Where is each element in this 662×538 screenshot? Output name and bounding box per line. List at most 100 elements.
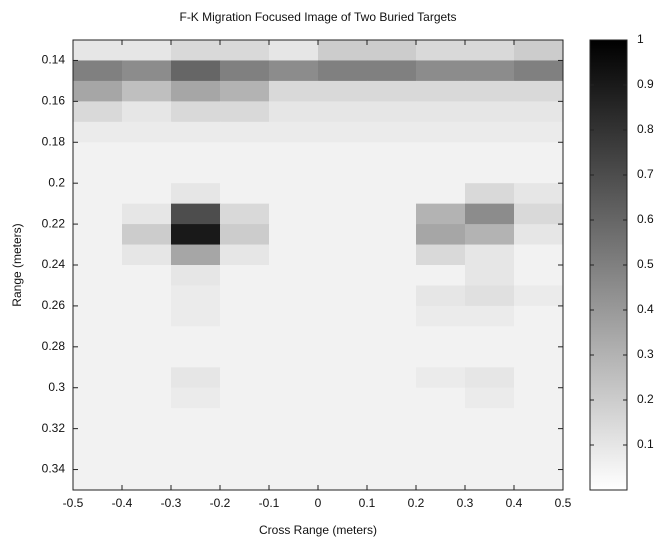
heat-cell [73, 326, 123, 348]
heat-cell [122, 408, 172, 430]
heat-cell [73, 244, 123, 266]
heat-cell [220, 142, 270, 164]
x-tick-label: 0.4 [506, 496, 523, 510]
heat-cell [416, 367, 466, 389]
heat-cell [269, 224, 319, 246]
heat-cell [514, 80, 564, 102]
heat-cell [367, 244, 417, 266]
heat-cell [367, 203, 417, 225]
heat-cell [171, 469, 221, 491]
heat-cell [465, 326, 515, 348]
heat-cell [269, 387, 319, 409]
y-tick-label: 0.3 [48, 380, 65, 394]
heat-cell [220, 408, 270, 430]
heat-cell [416, 121, 466, 143]
heat-cell [269, 265, 319, 286]
heat-cell [514, 224, 564, 246]
heat-cell [465, 224, 515, 246]
heat-cell [416, 326, 466, 348]
x-tick-label: 0.1 [359, 496, 376, 510]
heat-cell [465, 203, 515, 225]
heat-cell [269, 244, 319, 266]
heat-cell [220, 121, 270, 143]
heat-cell [122, 469, 172, 491]
heat-cell [367, 367, 417, 389]
x-tick-label: 0.2 [408, 496, 425, 510]
x-tick-label: -0.2 [210, 496, 231, 510]
heat-cell [171, 142, 221, 164]
heat-cell [416, 60, 466, 82]
heat-cell [416, 449, 466, 471]
heat-cell [122, 162, 172, 184]
heat-cell [73, 142, 123, 164]
heat-cell [318, 285, 368, 307]
heat-cell [514, 346, 564, 368]
heat-cell [122, 346, 172, 368]
x-tick-label: 0.3 [457, 496, 474, 510]
y-tick-label: 0.14 [42, 53, 66, 67]
heat-cell [220, 367, 270, 389]
heat-cell [269, 183, 319, 205]
colorbar-tick-label: 0.5 [637, 257, 654, 271]
colorbar-tick-label: 0.6 [637, 212, 654, 226]
heat-cell [367, 428, 417, 450]
heat-cell [416, 183, 466, 205]
heat-cell [318, 203, 368, 225]
heat-cell [171, 326, 221, 348]
heat-cell [269, 60, 319, 82]
y-tick-label: 0.18 [42, 134, 66, 148]
heat-cell [416, 203, 466, 225]
heat-cell [465, 408, 515, 430]
heat-cell [416, 244, 466, 266]
x-tick-label: -0.1 [259, 496, 280, 510]
heat-cell [171, 244, 221, 266]
heat-cell [122, 60, 172, 82]
heat-cell [220, 305, 270, 327]
colorbar-tick-label: 0.9 [637, 77, 654, 91]
heat-cell [318, 40, 368, 61]
heat-cell [171, 428, 221, 450]
heat-cell [171, 224, 221, 246]
heat-cell [171, 346, 221, 368]
heat-cell [514, 162, 564, 184]
heat-cell [73, 428, 123, 450]
y-tick-label: 0.22 [42, 216, 66, 230]
heat-cell [269, 162, 319, 184]
heat-cell [220, 449, 270, 471]
heat-cell [465, 387, 515, 409]
colorbar-tick-label: 0.2 [637, 392, 654, 406]
heat-cell [465, 265, 515, 286]
heat-cell [171, 449, 221, 471]
heat-cell [367, 346, 417, 368]
heat-cell [73, 367, 123, 389]
y-tick-label: 0.2 [48, 175, 65, 189]
heat-cell [318, 101, 368, 123]
y-tick-label: 0.34 [42, 462, 66, 476]
heat-cell [122, 285, 172, 307]
heat-cell [73, 60, 123, 82]
heat-cell [220, 469, 270, 491]
heat-cell [122, 80, 172, 102]
heat-cell [318, 408, 368, 430]
heat-cell [367, 408, 417, 430]
heat-cell [220, 60, 270, 82]
heat-cell [171, 60, 221, 82]
chart-title: F-K Migration Focused Image of Two Burie… [179, 10, 456, 24]
heat-cell [514, 449, 564, 471]
heat-cell [73, 203, 123, 225]
heat-cell [514, 183, 564, 205]
heat-cell [367, 387, 417, 409]
heat-cell [416, 408, 466, 430]
heat-cell [514, 101, 564, 123]
heat-cell [122, 203, 172, 225]
heat-cell [465, 40, 515, 61]
heat-cell [122, 121, 172, 143]
heat-cell [465, 80, 515, 102]
heat-cell [220, 203, 270, 225]
heat-cell [416, 142, 466, 164]
heat-cell [514, 408, 564, 430]
heat-cell [318, 428, 368, 450]
heat-cell [171, 162, 221, 184]
heat-cell [122, 428, 172, 450]
